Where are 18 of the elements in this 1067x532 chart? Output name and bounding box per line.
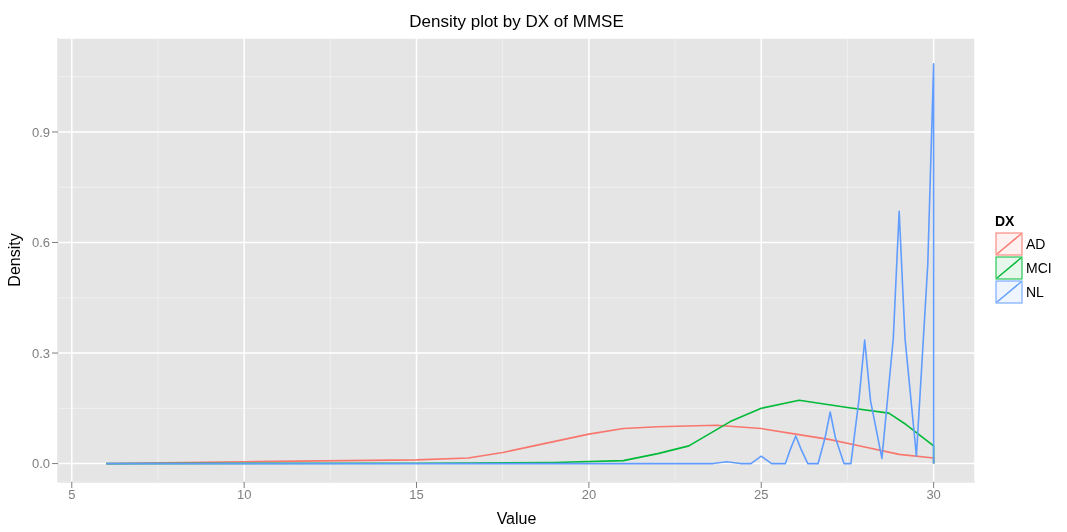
x-tick-label: 5 <box>68 487 76 503</box>
x-tick-label: 10 <box>236 487 252 503</box>
line-series <box>105 62 935 465</box>
legend-label: AD <box>1026 236 1046 252</box>
legend-label: NL <box>1026 284 1044 300</box>
legend-title: DX <box>995 213 1016 229</box>
x-axis-title: Value <box>496 510 537 527</box>
y-tick-label: 0.9 <box>31 124 50 140</box>
legend-label: MCI <box>1026 260 1052 276</box>
y-tick-label: 0.3 <box>31 345 50 361</box>
y-tick-label: 0.0 <box>31 456 50 472</box>
x-tick-label: 15 <box>409 487 424 503</box>
x-tick-label: 20 <box>581 487 597 503</box>
chart-title: Density plot by DX of MMSE <box>408 12 625 32</box>
y-axis-title: Density <box>5 233 23 287</box>
x-tick-label: 30 <box>926 487 941 503</box>
y-tick-label: 0.6 <box>31 235 50 251</box>
x-tick-label: 25 <box>754 487 769 503</box>
